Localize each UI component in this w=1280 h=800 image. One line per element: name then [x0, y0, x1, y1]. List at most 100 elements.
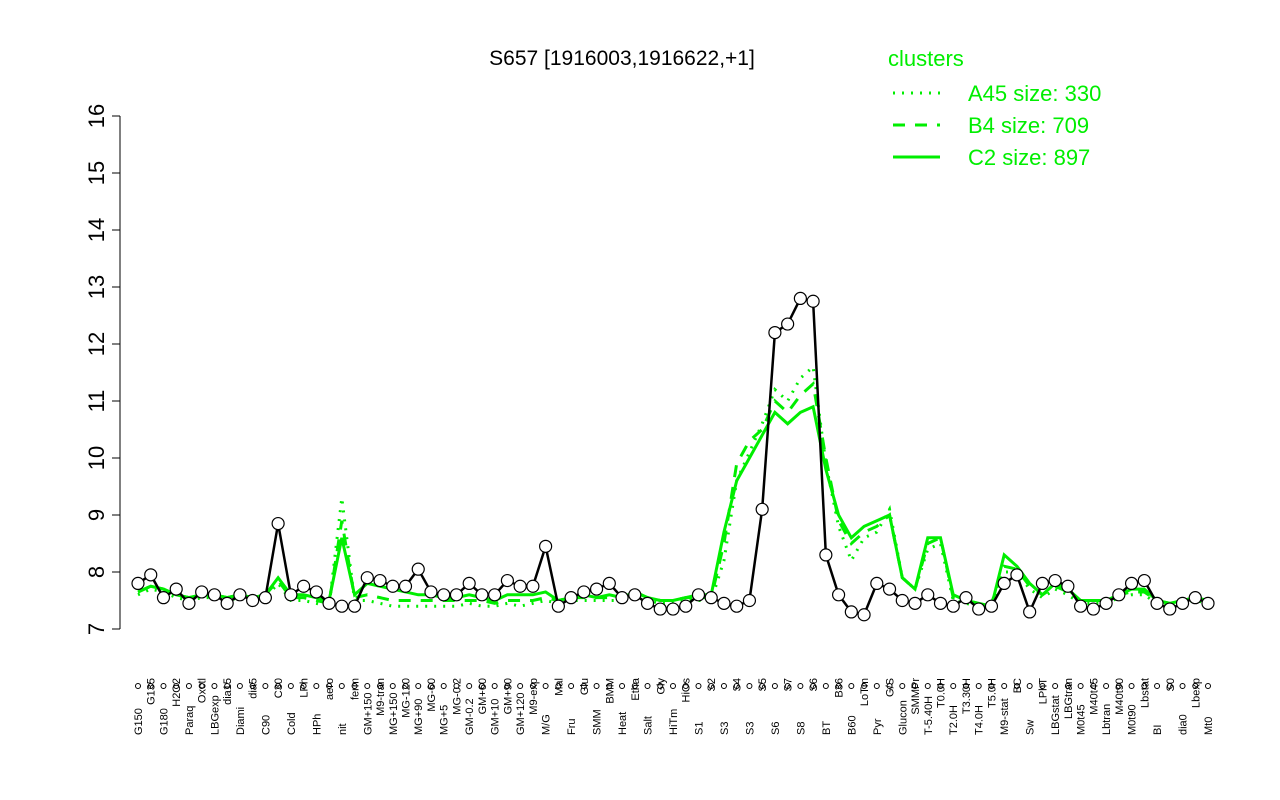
y-tick-label: 9 [84, 509, 109, 521]
x-tick-label: S4 [732, 678, 744, 691]
x-tick [415, 683, 422, 689]
x-tick-label: BT [821, 721, 833, 735]
x-tick-label: Paraq [184, 706, 196, 735]
data-point [182, 596, 196, 610]
data-point [220, 596, 234, 610]
x-tick-label: Pyr [872, 718, 884, 735]
data-point [640, 596, 655, 610]
x-tick [810, 683, 817, 689]
y-tick-label: 16 [84, 104, 109, 128]
x-tick [886, 683, 893, 689]
x-tick [1026, 683, 1033, 689]
x-tick-label: dia0 [1178, 714, 1190, 735]
x-tick [402, 683, 409, 689]
data-point [513, 579, 527, 593]
x-tick [1166, 683, 1173, 689]
x-tick [580, 683, 587, 689]
x-tick [173, 683, 180, 689]
data-point [1188, 591, 1202, 605]
x-tick-label: MG-120 [401, 678, 413, 718]
x-tick [746, 683, 753, 689]
data-point [373, 573, 387, 588]
data-point [870, 576, 884, 591]
x-tick [211, 683, 218, 689]
x-tick [147, 683, 154, 689]
data-point [1175, 596, 1190, 610]
x-tick [1039, 683, 1046, 689]
x-tick-label: LBGstat [1050, 695, 1062, 735]
x-tick-label: S7 [783, 678, 795, 691]
data-point [679, 599, 693, 613]
x-tick [555, 683, 562, 689]
x-tick-label: HPh [311, 714, 323, 735]
data-point [539, 539, 553, 553]
x-tick [606, 683, 613, 689]
data-point [819, 548, 833, 562]
x-tick-label: aero [324, 678, 336, 700]
data-point [984, 599, 999, 613]
x-tick-label: GM+150 [362, 693, 374, 736]
x-tick [529, 683, 536, 689]
x-tick-label: Lbexp [1190, 678, 1202, 708]
data-point [704, 591, 718, 605]
x-tick [950, 683, 957, 689]
x-tick [198, 683, 205, 689]
y-tick-label: 7 [84, 623, 109, 635]
x-tick [937, 683, 944, 689]
data-point [882, 582, 897, 596]
x-tick [657, 683, 664, 689]
data-point [1074, 599, 1088, 613]
x-tick [466, 683, 473, 689]
data-point [1137, 573, 1151, 588]
x-tick [988, 683, 995, 689]
data-point [959, 591, 973, 605]
x-tick-label: T-5.40H [923, 696, 935, 735]
data-point [360, 571, 374, 585]
data-point [156, 591, 171, 605]
x-tick-label: M40t45 [1088, 678, 1100, 715]
x-tick-label: HiTm [668, 709, 680, 735]
x-tick-label: MG-0.2 [451, 678, 463, 715]
x-tick [1090, 683, 1097, 689]
x-tick-label: M40t90 [1114, 678, 1126, 715]
data-point [1061, 579, 1075, 593]
x-tick-label: T4.0H [974, 705, 986, 735]
x-tick-label: Mal [553, 678, 565, 696]
x-tick [835, 683, 842, 689]
x-tick-label: nit [337, 723, 349, 735]
x-tick-label: Glucon [897, 700, 909, 735]
data-point [628, 588, 642, 602]
x-tick-label: T3.30H [961, 678, 973, 714]
y-tick-label: 11 [84, 390, 109, 413]
data-point [258, 591, 272, 605]
x-tick [708, 683, 715, 689]
data-point [551, 599, 565, 613]
x-tick-label: T5.0H [986, 678, 998, 708]
x-tick [338, 683, 345, 689]
data-point [781, 317, 795, 331]
data-point [131, 576, 145, 591]
x-tick [542, 683, 549, 689]
x-tick [440, 683, 447, 689]
data-point [602, 576, 616, 591]
x-tick [517, 683, 524, 689]
x-tick-label: MG-60 [426, 678, 438, 712]
data-point [972, 602, 986, 616]
x-tick [224, 683, 231, 689]
cluster-line [137, 380, 1209, 606]
legend-label: A45 size: 330 [968, 81, 1101, 106]
data-point [857, 608, 871, 622]
x-tick [504, 683, 511, 689]
x-tick [861, 683, 868, 689]
x-tick-label: S0 [1165, 678, 1177, 691]
data-point [386, 579, 400, 593]
data-point [997, 576, 1011, 591]
data-point [411, 562, 425, 576]
data-point [437, 588, 451, 602]
x-tick-label: LBGtran [1063, 678, 1075, 719]
x-tick-label: Heat [617, 712, 629, 735]
x-tick-label: GM+120 [515, 693, 527, 736]
data-point [844, 605, 858, 619]
data-point [653, 602, 667, 616]
data-point [309, 585, 323, 599]
